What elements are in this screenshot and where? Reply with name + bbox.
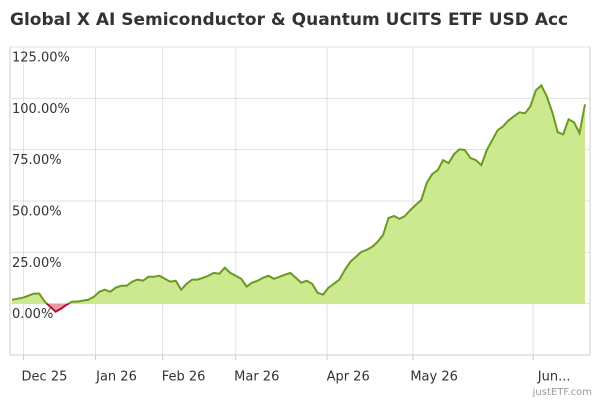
y-tick-label: 100.00%: [12, 102, 70, 117]
y-tick-label: 50.00%: [12, 205, 62, 220]
line-positive: [11, 83, 586, 304]
y-tick-label: 25.00%: [12, 256, 62, 271]
y-tick-label: 0.00%: [12, 307, 53, 322]
x-tick-label: Jun...: [537, 370, 571, 385]
x-tick-label: Jan 26: [95, 370, 137, 385]
credit: justETF.com: [532, 387, 592, 398]
y-tick-label: 125.00%: [12, 51, 70, 66]
y-tick-label: 75.00%: [12, 153, 62, 168]
chart-title: Global X AI Semiconductor & Quantum UCIT…: [10, 10, 568, 30]
x-tick-label: Mar 26: [234, 370, 279, 385]
x-tick-label: Apr 26: [327, 370, 370, 385]
area-positive: [12, 85, 585, 304]
x-tick-label: Dec 25: [22, 370, 68, 385]
x-tick-label: Feb 26: [162, 370, 206, 385]
x-tick-label: May 26: [410, 370, 458, 385]
